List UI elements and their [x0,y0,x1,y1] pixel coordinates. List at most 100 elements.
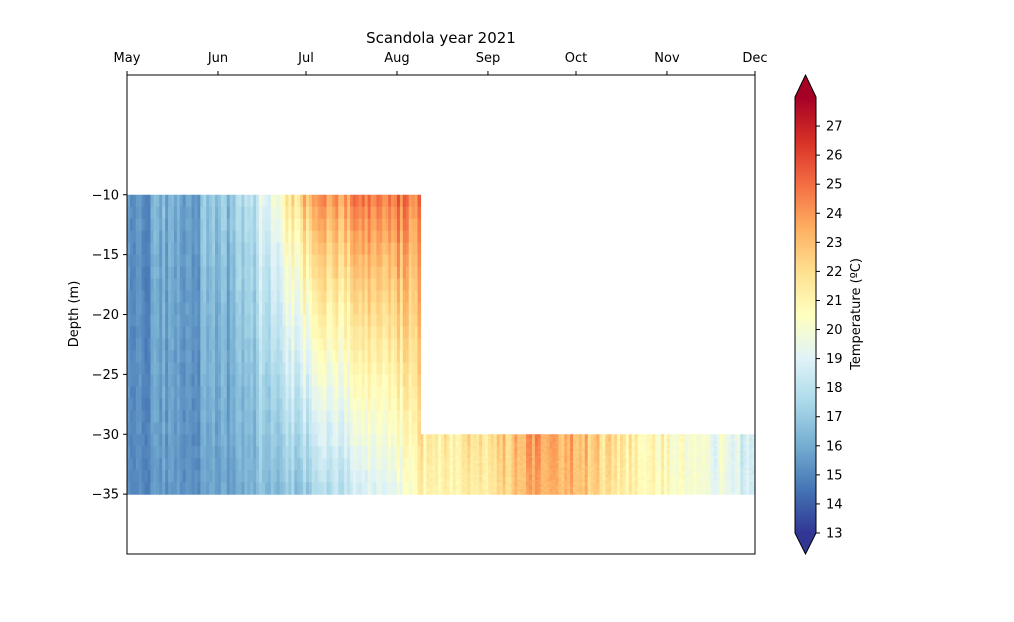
heatmap-cell [464,436,469,440]
heatmap-cell [705,489,709,493]
heatmap-cell [505,458,510,462]
heatmap-cell [411,446,416,459]
heatmap-cell [702,451,706,455]
heatmap-cell [429,465,433,469]
heatmap-cell [705,455,709,459]
heatmap-cell [435,434,439,438]
heatmap-cell [708,455,712,459]
heatmap-cell [176,242,181,256]
heatmap-cell [687,439,692,443]
heatmap-cell [270,422,275,435]
heatmap-cell [681,441,686,445]
heatmap-cell [652,462,656,466]
heatmap-cell [611,474,615,478]
heatmap-cell [159,410,163,423]
heatmap-cell [652,441,656,445]
heatmap-cell [162,482,166,495]
heatmap-cell [696,443,700,447]
heatmap-cell [696,491,700,495]
heatmap-cell [352,338,357,352]
heatmap-cell [127,290,131,304]
heatmap-cell [710,441,715,445]
heatmap-cell [370,218,375,232]
heatmap-cell [552,446,557,450]
heatmap-cell [135,374,140,387]
heatmap-cell [523,460,527,464]
heatmap-cell [194,410,199,423]
heatmap-cell [347,326,351,340]
heatmap-cell [567,486,571,490]
heatmap-cell [482,486,486,490]
heatmap-cell [352,434,357,447]
heatmap-cell [531,486,536,490]
heatmap-cell [514,443,518,447]
heatmap-cell [273,398,278,411]
heatmap-cell [578,467,583,471]
heatmap-cell [693,441,697,445]
heatmap-cell [620,484,624,488]
heatmap-cell [458,443,463,447]
heatmap-cell [235,470,240,483]
heatmap-cell [127,338,131,352]
heatmap-cell [182,482,187,495]
heatmap-cell [212,470,216,483]
heatmap-cell [690,441,694,445]
heatmap-cell [625,465,630,469]
heatmap-cell [367,242,372,256]
heatmap-cell [499,484,504,488]
heatmap-cell [467,489,471,493]
heatmap-cell [508,474,513,478]
heatmap-cell [420,436,424,440]
heatmap-cell [256,254,260,268]
heatmap-cell [655,486,659,490]
heatmap-cell [212,290,216,304]
heatmap-cell [344,446,348,459]
heatmap-cell [226,350,231,363]
heatmap-cell [584,477,589,481]
heatmap-cell [264,386,269,399]
heatmap-cell [326,314,331,328]
heatmap-cell [655,491,659,495]
heatmap-cell [558,489,562,493]
heatmap-cell [502,484,507,488]
heatmap-cell [537,482,542,486]
heatmap-cell [132,194,137,208]
heatmap-cell [159,458,163,471]
heatmap-cell [276,194,281,208]
heatmap-cell [652,491,656,495]
heatmap-cell [347,230,351,244]
heatmap-cell [599,460,603,464]
heatmap-cell [669,482,674,486]
heatmap-cell [496,489,501,493]
heatmap-cell [643,443,648,447]
heatmap-cell [317,230,322,244]
heatmap-cell [267,470,272,483]
heatmap-cell [438,462,442,466]
heatmap-cell [162,290,166,304]
heatmap-cell [408,326,413,340]
heatmap-cell [678,446,683,450]
heatmap-cell [147,422,152,435]
heatmap-cell [273,302,278,316]
heatmap-cell [493,448,498,452]
heatmap-cell [605,462,609,466]
heatmap-cell [487,436,492,440]
heatmap-cell [687,441,692,445]
heatmap-cell [253,458,257,471]
heatmap-cell [479,479,483,483]
heatmap-cell [514,482,518,486]
heatmap-cell [443,451,448,455]
heatmap-cell [132,422,137,435]
heatmap-cell [441,439,445,443]
heatmap-cell [358,458,363,471]
heatmap-cell [658,477,662,481]
heatmap-cell [150,338,155,352]
heatmap-cell [561,470,565,474]
heatmap-cell [408,314,413,328]
heatmap-cell [505,446,510,450]
heatmap-cell [531,470,536,474]
heatmap-cell [396,242,401,256]
heatmap-cell [511,484,515,488]
heatmap-cell [546,484,551,488]
heatmap-cell [308,398,313,411]
